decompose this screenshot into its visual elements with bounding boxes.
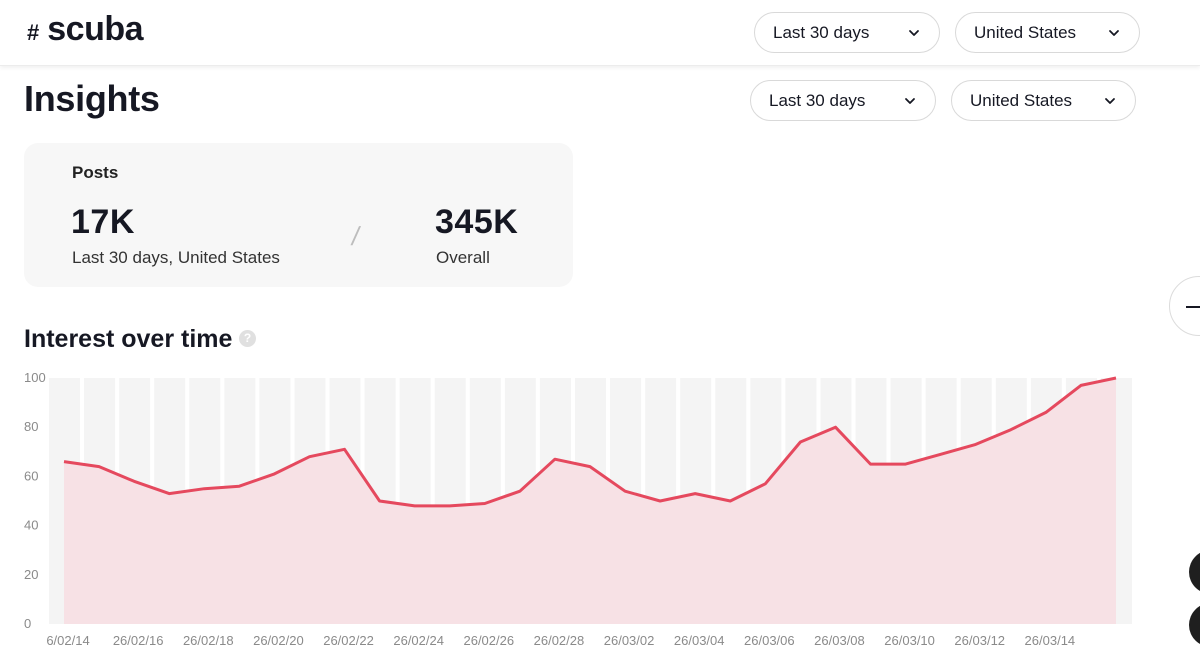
x-tick-label: 26/03/08 [814,633,865,648]
floating-action-button-2[interactable] [1189,603,1200,647]
header-region-dropdown[interactable]: United States [955,12,1140,53]
interest-line [63,376,1117,508]
x-tick-label: 6/02/14 [46,633,89,648]
floating-action-button[interactable] [1189,550,1200,594]
zoom-out-button[interactable] [1169,276,1200,336]
insights-title: Insights [24,78,160,119]
x-axis-ticks: 6/02/14 26/02/16 26/02/18 26/02/20 26/02/22 2… [46,633,1075,648]
header-period-dropdown[interactable]: Last 30 days [754,12,940,53]
region-label: United States [970,90,1073,110]
hashtag-title: # scuba [27,10,144,49]
region-dropdown[interactable]: United States [951,80,1136,121]
chevron-down-icon [905,97,915,104]
posts-overall-value: 345K [435,203,519,241]
period-dropdown[interactable]: Last 30 days [750,80,936,121]
x-tick-label: 26/02/20 [253,633,304,648]
minus-icon [1186,306,1200,308]
header-period-label: Last 30 days [773,22,870,42]
posts-label: Posts [72,163,119,182]
x-tick-label: 26/02/26 [463,633,514,648]
x-tick-label: 26/03/02 [604,633,655,648]
x-tick-label: 26/03/12 [954,633,1005,648]
y-tick-label: 60 [24,468,38,483]
x-tick-label: 26/03/10 [884,633,935,648]
y-tick-label: 0 [24,616,31,631]
interest-area [64,378,1116,624]
posts-overall-caption: Overall [436,248,490,267]
x-tick-label: 26/02/28 [534,633,585,648]
period-label: Last 30 days [769,90,866,110]
y-tick-label: 20 [24,567,38,582]
interest-chart: 0 20 40 60 80 100 6/02/14 26/02/16 26/02/18 26/0… [24,370,1132,648]
chevron-down-icon [1105,97,1115,104]
chevron-down-icon [909,29,919,36]
y-axis-ticks: 0 20 40 60 80 100 [24,370,46,631]
y-tick-label: 80 [24,419,38,434]
header-region-label: United States [974,22,1077,42]
posts-recent-caption: Last 30 days, United States [72,248,280,267]
chevron-down-icon [1109,29,1119,36]
x-tick-label: 26/02/24 [393,633,444,648]
stat-separator: / [349,221,362,251]
hash-icon: # [27,20,40,45]
x-tick-label: 26/03/04 [674,633,725,648]
x-tick-label: 26/03/14 [1025,633,1076,648]
interest-title: Interest over time [24,325,233,353]
x-tick-label: 26/02/18 [183,633,234,648]
help-icon[interactable]: ? [239,330,256,347]
x-tick-label: 26/02/22 [323,633,374,648]
x-tick-label: 26/02/16 [113,633,164,648]
top-bar: # scuba Last 30 days United States [0,0,1200,66]
posts-recent-value: 17K [71,203,135,241]
y-tick-label: 40 [24,518,38,533]
y-tick-label: 100 [24,370,46,385]
posts-card: Posts 17K Last 30 days, United States / … [24,143,573,287]
x-tick-label: 26/03/06 [744,633,795,648]
hashtag-name: scuba [47,10,144,48]
